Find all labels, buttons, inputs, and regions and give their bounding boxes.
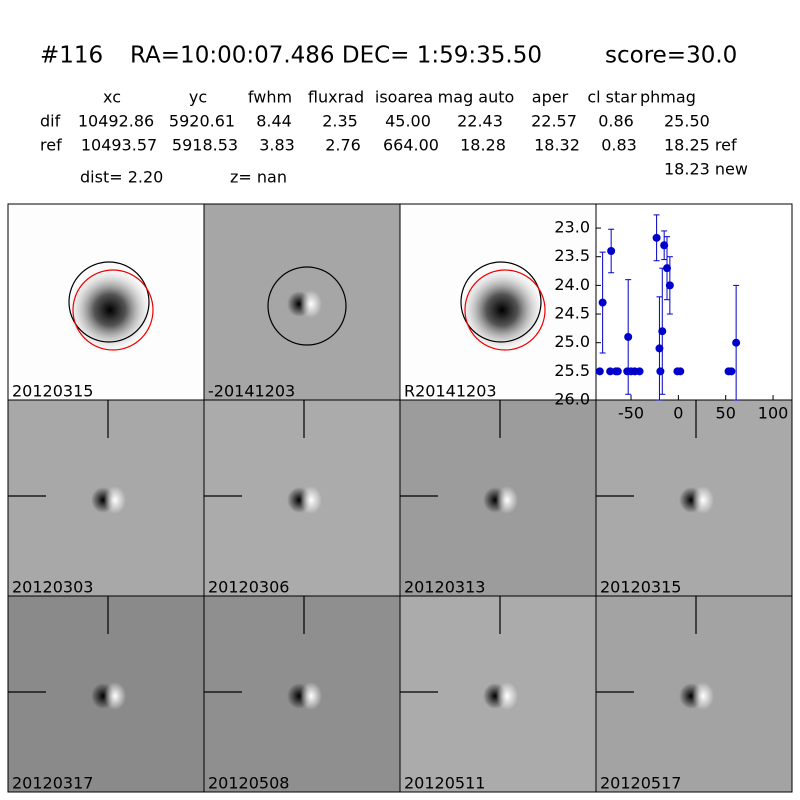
y-tick-label: 23.5 — [554, 246, 590, 265]
y-tick-label: 24.5 — [554, 304, 590, 323]
data-point — [676, 367, 685, 376]
panel-frame — [595, 595, 793, 793]
residual-light — [300, 290, 322, 318]
panel-label: 20120317 — [12, 774, 93, 793]
y-tick-label: 25.0 — [554, 332, 590, 351]
data-point — [665, 281, 674, 290]
cell: 18.25 ref — [664, 136, 737, 155]
data-point — [660, 241, 669, 250]
row-label: dif — [40, 112, 61, 131]
aperture — [460, 261, 542, 343]
star — [457, 265, 547, 355]
dist: dist= 2.20 — [80, 168, 163, 187]
column-header: mag auto — [438, 88, 515, 107]
data-point — [656, 367, 665, 376]
panel-label: 20120313 — [404, 578, 485, 597]
aperture-ref — [464, 269, 546, 351]
cell: 45.00 — [385, 112, 431, 131]
panel-label: 20120315 — [12, 382, 93, 401]
data-point — [658, 327, 667, 336]
data-point — [607, 246, 616, 255]
cell: 0.83 — [601, 136, 637, 155]
residual-light — [104, 486, 126, 514]
residual-light — [692, 486, 714, 514]
panel-label: R20141203 — [404, 382, 497, 401]
cell: 5918.53 — [172, 136, 238, 155]
data-point — [624, 332, 633, 341]
redshift: z= nan — [230, 168, 287, 187]
residual-light — [692, 682, 714, 710]
y-tick-label: 23.0 — [554, 218, 590, 237]
column-header: isoarea — [375, 88, 433, 107]
row-label: ref — [40, 136, 62, 155]
x-tick-label: 0 — [673, 404, 683, 423]
score: score=30.0 — [605, 43, 737, 69]
column-header: cl star — [587, 88, 637, 107]
y-tick-label: 24.0 — [554, 275, 590, 294]
y-tick-label: 26.0 — [554, 390, 590, 409]
data-point — [606, 367, 615, 376]
data-point — [727, 367, 736, 376]
cell: 8.44 — [256, 112, 292, 131]
data-point — [663, 264, 672, 273]
column-header: yc — [189, 88, 207, 107]
column-header: fluxrad — [308, 88, 364, 107]
column-header: xc — [103, 88, 121, 107]
column-header: phmag — [640, 88, 696, 107]
cell: 18.28 — [460, 136, 506, 155]
data-point — [613, 367, 622, 376]
data-point — [652, 233, 661, 242]
panel-label: 20120303 — [12, 578, 93, 597]
cell: 18.32 — [534, 136, 580, 155]
aperture-ref — [72, 269, 154, 351]
cell: 5920.61 — [169, 112, 235, 131]
data-point — [655, 344, 664, 353]
data-point — [732, 338, 741, 347]
x-tick-label: 50 — [716, 404, 736, 423]
cell: 0.86 — [598, 112, 634, 131]
cell: 25.50 — [664, 112, 710, 131]
x-tick-label: -50 — [618, 404, 644, 423]
data-point — [635, 367, 644, 376]
coordinates: RA=10:00:07.486 DEC= 1:59:35.50 — [130, 43, 542, 69]
data-point — [598, 298, 607, 307]
cell: 22.57 — [531, 112, 577, 131]
residual-light — [496, 682, 518, 710]
cell: 3.83 — [259, 136, 295, 155]
object-id: #116 — [40, 43, 103, 69]
y-tick-label: 25.5 — [554, 361, 590, 380]
cell: 10492.86 — [78, 112, 154, 131]
column-header: aper — [532, 88, 569, 107]
residual-light — [300, 682, 322, 710]
phmag-new: 18.23 new — [664, 160, 748, 179]
residual-light — [300, 486, 322, 514]
x-tick-label: 100 — [758, 404, 789, 423]
data-point — [595, 367, 604, 376]
column-header: fwhm — [248, 88, 292, 107]
residual-light — [104, 682, 126, 710]
residual-light — [496, 486, 518, 514]
panel-label: 20120511 — [404, 774, 485, 793]
panel-label: 20120315 — [600, 578, 681, 597]
aperture — [267, 266, 347, 346]
panel-label: 20120306 — [208, 578, 289, 597]
cell: 2.76 — [325, 136, 361, 155]
cell: 10493.57 — [81, 136, 157, 155]
star — [65, 265, 155, 355]
cell: 22.43 — [457, 112, 503, 131]
panel-label: 20120517 — [600, 774, 681, 793]
cell: 2.35 — [322, 112, 358, 131]
panel-label: -20141203 — [208, 382, 295, 401]
cell: 664.00 — [383, 136, 439, 155]
aperture — [68, 261, 150, 343]
panel-label: 20120508 — [208, 774, 289, 793]
